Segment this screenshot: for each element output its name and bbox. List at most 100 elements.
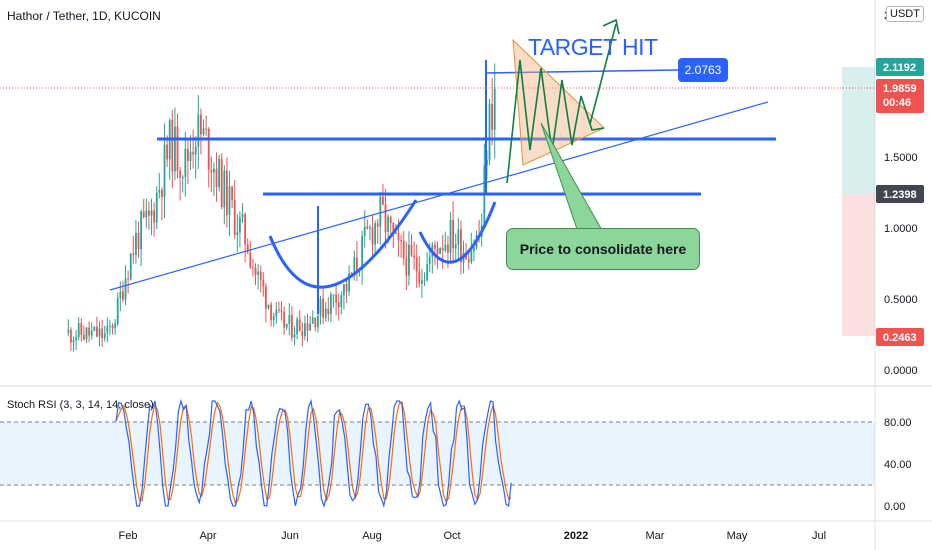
candle-body [319, 298, 322, 316]
candle-body [356, 257, 358, 272]
candle-body [72, 340, 75, 343]
candle-body [171, 120, 174, 172]
candle-body [244, 214, 247, 245]
breakout-arrow-line [589, 23, 617, 125]
rsi-tick-label: 0.00 [884, 501, 905, 513]
candle-body [70, 329, 72, 343]
candle-body [436, 248, 439, 254]
candle-body [181, 176, 184, 178]
candle-body [415, 257, 418, 272]
candle-body [470, 251, 473, 263]
candle-body [374, 223, 377, 245]
time-tick-label: Jun [281, 530, 299, 542]
candle-body [254, 268, 257, 275]
candle-body [473, 247, 475, 252]
candle-body [493, 89, 496, 130]
candle-body [395, 232, 397, 234]
currency-unit-selector[interactable]: USDT [886, 6, 924, 22]
candle-body [337, 302, 340, 308]
candle-body [285, 323, 288, 328]
candle-body [345, 284, 348, 292]
candle-body [413, 255, 416, 258]
candle-body [311, 317, 314, 324]
cup-curve [268, 199, 418, 289]
candle-body [145, 210, 148, 218]
candle-body [241, 214, 244, 218]
candle-body [153, 210, 156, 223]
candle-body [192, 152, 195, 155]
candle-body [150, 210, 153, 216]
candle-body [467, 259, 470, 263]
time-tick-label: Oct [443, 530, 460, 542]
candle-body [90, 330, 93, 336]
candle-body [142, 211, 145, 218]
candle-body [389, 216, 392, 223]
candle-body [184, 148, 187, 177]
time-tick-label: Aug [362, 530, 382, 542]
price-tick-label: 0.0000 [884, 365, 918, 377]
rsi-tick-label: 40.00 [884, 459, 912, 471]
target-hit-annotation: TARGET HIT [528, 34, 658, 60]
price-tick-label: 0.5000 [884, 294, 918, 306]
candle-body [428, 256, 431, 264]
candle-body [322, 298, 325, 318]
candle-body [93, 326, 96, 331]
candle-body [452, 220, 455, 249]
candle-body [114, 323, 117, 329]
candle-body [215, 168, 218, 188]
candle-body [384, 204, 387, 232]
candle-body [272, 316, 275, 321]
candle-body [444, 244, 447, 251]
price-tick-label: 1.0000 [884, 223, 918, 235]
candle-body [106, 326, 109, 334]
candle-body [304, 323, 306, 337]
time-tick-label: May [727, 530, 748, 542]
candle-body [343, 284, 345, 296]
last-price-label-bg [876, 79, 924, 113]
candle-body [335, 294, 338, 303]
candle-body [67, 329, 70, 334]
candle-body [392, 222, 395, 234]
handle-curve [418, 201, 497, 264]
pennant-zigzag [506, 59, 605, 184]
candle-body [405, 257, 408, 276]
candle-body [330, 294, 332, 314]
high-price-label-text: 2.1192 [883, 62, 916, 74]
short-position-band [842, 194, 875, 336]
candle-body [155, 192, 158, 223]
candle-body [257, 271, 260, 275]
candle-body [249, 252, 252, 268]
candle-body [382, 196, 384, 205]
candle-body [441, 248, 444, 251]
candle-body [174, 126, 176, 172]
candle-body [314, 317, 317, 328]
candle-body [246, 244, 249, 253]
candle-body [205, 128, 208, 130]
chart-title: Hathor / Tether, 1D, KUCOIN [7, 9, 161, 23]
candle-body [262, 279, 265, 287]
candle-body [194, 146, 197, 155]
consolidation-callout: Price to consolidate here [506, 228, 700, 270]
last-price-label-text: 1.9859 [883, 83, 917, 95]
candle-body [402, 240, 405, 258]
candle-body [371, 227, 374, 245]
candle-body [96, 326, 98, 337]
candle-body [83, 334, 85, 340]
time-tick-label: Jul [812, 530, 826, 542]
breakout-arrow-head [602, 18, 620, 35]
candle-body [207, 128, 210, 170]
candle-body [132, 253, 135, 255]
candles-group [67, 63, 496, 352]
last-price-label-text: 00:46 [883, 97, 911, 109]
candle-body [161, 189, 163, 198]
long-position-band [842, 67, 875, 194]
target-price-tag: 2.0763 [678, 58, 728, 82]
candle-body [200, 114, 202, 135]
candle-body [233, 199, 236, 236]
time-tick-label: Feb [119, 530, 138, 542]
candle-body [119, 291, 122, 299]
candle-body [283, 311, 286, 328]
candle-body [124, 278, 127, 300]
candle-body [426, 263, 429, 281]
